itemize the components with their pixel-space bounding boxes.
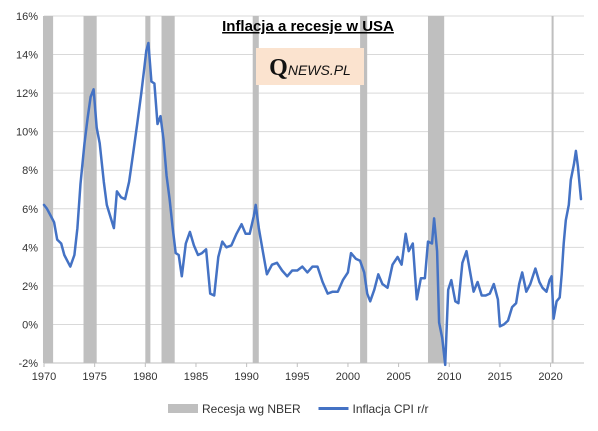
y-tick-label-4: 6% — [22, 204, 38, 216]
y-tick-label-8: 14% — [16, 50, 38, 62]
legend: Recesja wg NBER Inflacja CPI r/r — [168, 402, 429, 416]
x-tick-label-9: 2015 — [488, 371, 512, 383]
y-tick-label-9: 16% — [16, 11, 38, 23]
axes: -2% 0% 2% 4% 6% 8% 10% 12% 14% 16% 1970 1975 1980 198… — [16, 11, 584, 383]
logo-text: QNEWS.PL — [269, 55, 351, 81]
x-tick-label-2: 1980 — [133, 371, 157, 383]
qnews-logo: QNEWS.PL — [256, 48, 364, 85]
y-tick-label-1: 0% — [22, 319, 38, 331]
title-group: Inflacja a recesje w USA — [222, 18, 394, 35]
recession-bar-5 — [360, 16, 368, 363]
x-tick-label-10: 2020 — [538, 371, 562, 383]
chart-title: Inflacja a recesje w USA — [222, 18, 394, 35]
legend-label-1: Inflacja CPI r/r — [353, 402, 429, 416]
logo-background — [256, 48, 364, 85]
y-tick-label-6: 10% — [16, 127, 38, 139]
recession-bar-0 — [42, 16, 54, 363]
x-tick-label-8: 2010 — [437, 371, 461, 383]
recession-bar-4 — [252, 16, 259, 363]
x-tick-label-4: 1990 — [234, 371, 258, 383]
x-tick-label-1: 1975 — [82, 371, 106, 383]
y-tick-label-3: 4% — [22, 242, 38, 254]
x-tick-label-7: 2005 — [386, 371, 410, 383]
x-tick-label-3: 1985 — [184, 371, 208, 383]
legend-swatch-recession — [168, 404, 198, 413]
recession-bar-1 — [83, 16, 97, 363]
x-tick-label-0: 1970 — [32, 371, 56, 383]
x-tick-label-5: 1995 — [285, 371, 309, 383]
y-tick-label-2: 2% — [22, 281, 38, 293]
x-tick-label-6: 2000 — [336, 371, 360, 383]
y-tick-label-7: 12% — [16, 88, 38, 100]
y-tick-label-0: -2% — [18, 358, 38, 370]
recession-bar-6 — [427, 16, 445, 363]
cpi-line-layer — [42, 41, 583, 367]
logo-q: Q — [269, 55, 288, 81]
cpi-series-line-0 — [42, 41, 583, 367]
logo-rest: NEWS.PL — [288, 62, 351, 78]
legend-label-0: Recesja wg NBER — [202, 402, 301, 416]
recession-bar-7 — [551, 16, 554, 363]
y-tick-label-5: 8% — [22, 165, 38, 177]
recession-bar-2 — [145, 16, 151, 363]
